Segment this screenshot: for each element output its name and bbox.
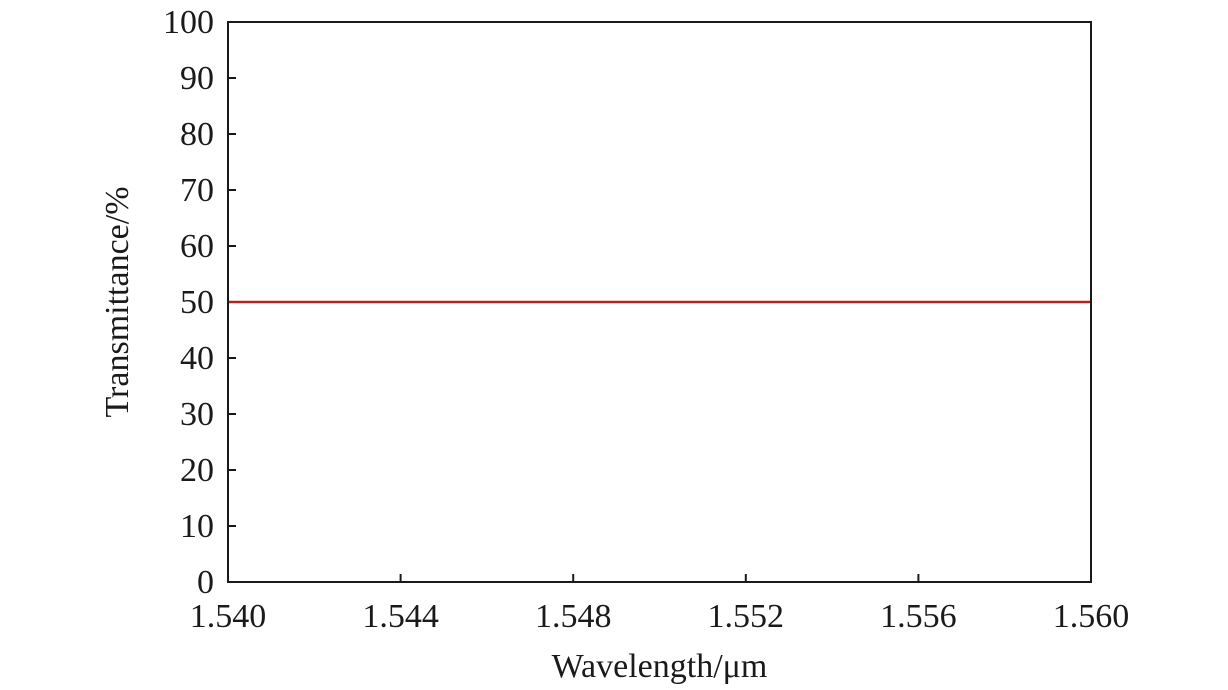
plot-area-frame — [227, 21, 1092, 583]
x-axis-ticks: 1.540 1.544 1.548 1.552 1.556 1.560 — [190, 574, 1130, 635]
y-tick-label: 10 — [180, 508, 214, 545]
x-tick-label: 1.548 — [535, 598, 612, 635]
x-tick-label: 1.544 — [362, 598, 439, 635]
x-tick-label: 1.540 — [190, 598, 267, 635]
y-tick-label: 40 — [180, 340, 214, 377]
y-tick-label: 80 — [180, 116, 214, 153]
y-tick-label: 100 — [163, 4, 214, 41]
y-tick-label: 90 — [180, 60, 214, 97]
x-tick-label: 1.552 — [708, 598, 785, 635]
y-axis-ticks: 0 10 20 30 40 50 60 70 80 90 100 — [163, 4, 236, 601]
x-tick-label: 1.556 — [880, 598, 957, 635]
y-axis-title: Transmittance/% — [99, 186, 136, 417]
y-tick-label: 30 — [180, 396, 214, 433]
y-tick-label: 70 — [180, 172, 214, 209]
x-axis-title: Wavelength/μm — [552, 648, 768, 685]
y-tick-label: 50 — [180, 284, 214, 321]
y-tick-label: 20 — [180, 452, 214, 489]
y-tick-label: 0 — [197, 564, 214, 601]
y-tick-label: 60 — [180, 228, 214, 265]
x-tick-label: 1.560 — [1053, 598, 1130, 635]
